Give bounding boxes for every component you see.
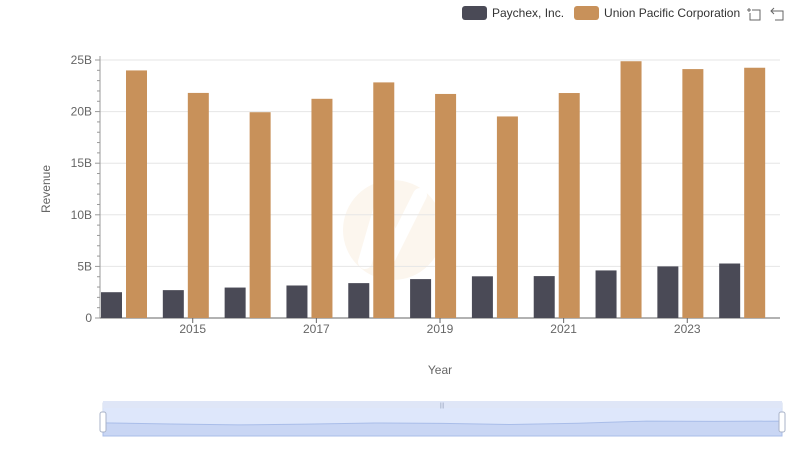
bar-union-pacific-2014[interactable]	[126, 70, 147, 318]
bar-paychex-2015[interactable]	[162, 290, 184, 318]
y-tick-label: 15B	[71, 156, 92, 170]
bar-union-pacific-2023[interactable]	[682, 69, 704, 318]
x-tick-label: 2017	[303, 322, 330, 336]
bar-paychex-2019[interactable]	[410, 279, 432, 318]
x-tick-label: 2023	[674, 322, 701, 336]
y-axis: 0 5B 10B 15B 20B 25B	[71, 53, 101, 325]
bar-union-pacific-2016[interactable]	[249, 112, 271, 318]
y-tick-label: 25B	[71, 53, 92, 67]
y-tick-label: 0	[85, 311, 92, 325]
y-tick-label: 20B	[71, 105, 92, 119]
data-zoom-slider[interactable]: |||	[99, 401, 786, 437]
zoom-icon[interactable]	[746, 6, 762, 22]
legend-swatch-union-pacific	[574, 6, 600, 20]
bar-paychex-2022[interactable]	[595, 270, 617, 318]
bar-paychex-2023[interactable]	[657, 266, 679, 318]
bar-union-pacific-2015[interactable]	[187, 92, 209, 318]
legend-label-paychex: Paychex, Inc.	[492, 6, 565, 20]
legend-label-union-pacific: Union Pacific Corporation	[604, 6, 741, 20]
toolbox	[746, 6, 786, 22]
bar-union-pacific-2022[interactable]	[620, 61, 642, 318]
bar-paychex-2024[interactable]	[719, 263, 741, 318]
data-zoom-right-handle[interactable]	[778, 411, 786, 433]
data-zoom-top-bar[interactable]	[103, 401, 782, 408]
x-tick-label: 2019	[427, 322, 454, 336]
bar-paychex-2014[interactable]	[101, 292, 122, 318]
bar-union-pacific-2024[interactable]	[744, 67, 766, 319]
bar-paychex-2020[interactable]	[471, 276, 493, 318]
x-tick-label: 2015	[179, 322, 206, 336]
bar-paychex-2016[interactable]	[224, 287, 246, 318]
x-tick-label: 2021	[550, 322, 577, 336]
bar-union-pacific-2019[interactable]	[435, 93, 457, 319]
restore-icon[interactable]	[770, 6, 786, 22]
y-axis-title: Revenue	[39, 165, 53, 213]
legend-item-paychex[interactable]: Paychex, Inc.	[462, 6, 564, 20]
x-axis: 2015 2017 2019 2021 2023	[100, 317, 780, 336]
legend-item-union-pacific[interactable]: Union Pacific Corporation	[574, 6, 740, 20]
y-tick-label: 10B	[71, 208, 92, 222]
bar-paychex-2018[interactable]	[348, 283, 370, 318]
bar-union-pacific-2018[interactable]	[373, 82, 395, 318]
data-zoom-preview-line	[102, 420, 783, 437]
bar-paychex-2017[interactable]	[286, 285, 308, 318]
x-axis-title: Year	[428, 363, 452, 377]
legend: Paychex, Inc. Union Pacific Corporation	[462, 4, 750, 22]
data-zoom-grip-icon[interactable]: |||	[440, 403, 445, 409]
bars[interactable]	[101, 61, 766, 319]
bar-union-pacific-2021[interactable]	[558, 93, 580, 318]
y-tick-label: 5B	[77, 259, 92, 273]
bar-union-pacific-2020[interactable]	[496, 116, 518, 318]
bar-paychex-2021[interactable]	[533, 276, 555, 318]
bar-union-pacific-2017[interactable]	[311, 98, 333, 319]
legend-swatch-paychex	[462, 6, 487, 20]
data-zoom-left-handle[interactable]	[99, 411, 107, 433]
